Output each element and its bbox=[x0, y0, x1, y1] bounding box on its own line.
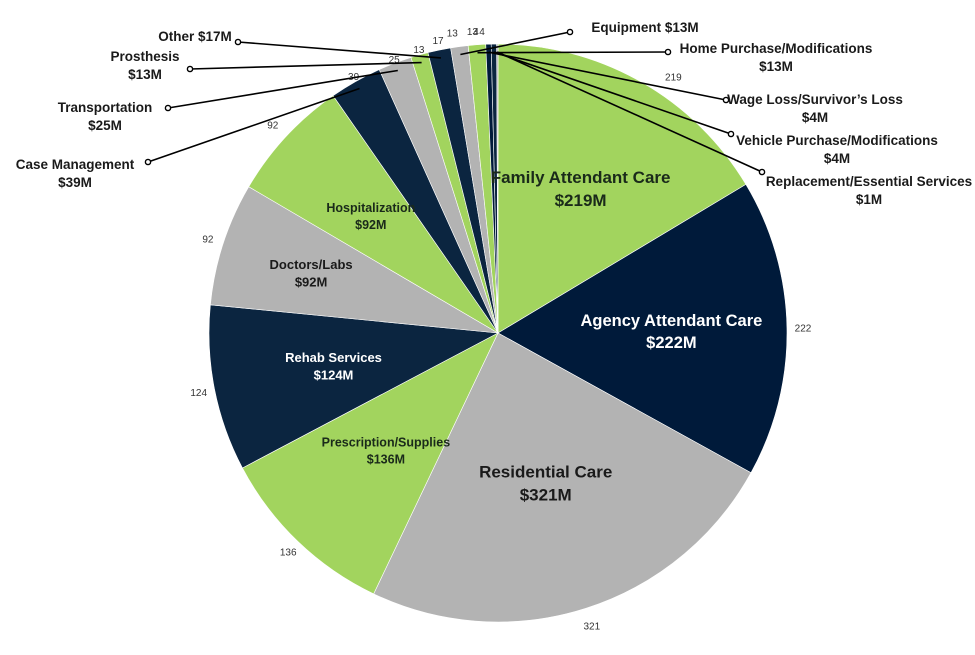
callout-label-other: Other $17M bbox=[158, 29, 232, 44]
leader-line-wage-loss-survivor-s-loss bbox=[488, 51, 727, 101]
inside-label-agency-attendant-care: Agency Attendant Care $222M bbox=[580, 312, 762, 352]
value-tick-wage-loss-survivor-s-loss: 4 bbox=[479, 27, 485, 38]
inside-label-residential-care: Residential Care $321M bbox=[479, 462, 612, 504]
leader-dot-wage-loss-survivor-s-loss bbox=[722, 96, 730, 104]
callout-label-prosthesis: Prosthesis $13M bbox=[110, 49, 179, 82]
leader-dot-home-purchase-modifications bbox=[664, 48, 672, 56]
inside-label-prescription-supplies: Prescription/Supplies $136M bbox=[322, 436, 451, 467]
pie-slice-prescription-supplies bbox=[242, 332, 499, 595]
inside-label-rehab-services: Rehab Services $124M bbox=[285, 350, 382, 383]
leader-line-vehicle-purchase-modifications bbox=[493, 51, 732, 135]
callout-label-equipment: Equipment $13M bbox=[591, 20, 698, 35]
callout-label-transportation: Transportation $25M bbox=[58, 100, 153, 133]
leader-dot-equipment bbox=[566, 28, 574, 36]
inside-label-hospitalization: Hospitalization $92M bbox=[326, 201, 415, 232]
value-tick-home-purchase-modifications: 13 bbox=[467, 27, 479, 38]
pie-slice-doctors-labs bbox=[210, 186, 499, 334]
value-tick-other: 17 bbox=[432, 36, 444, 47]
leader-dot-other bbox=[234, 38, 242, 46]
callout-label-replacement-essential-services: Replacement/Essential Services $1M bbox=[766, 174, 972, 207]
value-tick-agency-attendant-care: 222 bbox=[795, 324, 812, 335]
pie-slice-family-attendant-care bbox=[497, 43, 747, 334]
pie-slice-hospitalization bbox=[248, 95, 499, 334]
value-tick-family-attendant-care: 219 bbox=[665, 72, 682, 83]
value-tick-hospitalization: 92 bbox=[267, 120, 279, 131]
leader-line-prosthesis bbox=[189, 61, 422, 70]
value-tick-transportation: 25 bbox=[389, 55, 401, 66]
value-tick-vehicle-purchase-modifications: 4 bbox=[473, 27, 479, 38]
pie-slice-rehab-services bbox=[208, 304, 500, 469]
leader-dot-case-management bbox=[144, 158, 152, 166]
pie-slice-agency-attendant-care bbox=[497, 183, 788, 474]
leader-dot-prosthesis bbox=[186, 65, 194, 73]
leader-dot-transportation bbox=[164, 104, 172, 112]
leader-dot-replacement-essential-services bbox=[758, 168, 766, 176]
value-tick-prosthesis: 13 bbox=[413, 45, 425, 56]
leader-line-equipment bbox=[460, 31, 571, 56]
value-tick-doctors-labs: 92 bbox=[202, 235, 214, 246]
callout-label-case-management: Case Management $39M bbox=[16, 157, 135, 190]
leader-line-other bbox=[237, 41, 441, 59]
pie-slice-replacement-essential-services bbox=[496, 43, 499, 334]
leader-line-transportation bbox=[167, 69, 398, 109]
callout-label-home-purchase-modifications: Home Purchase/Modifications $13M bbox=[680, 41, 873, 74]
callout-label-wage-loss-survivor-s-loss: Wage Loss/Survivor’s Loss $4M bbox=[727, 92, 903, 125]
leader-line-replacement-essential-services bbox=[496, 51, 763, 173]
leader-line-case-management bbox=[147, 87, 360, 163]
inside-label-family-attendant-care: Family Attendant Care $219M bbox=[491, 168, 671, 210]
value-tick-prescription-supplies: 136 bbox=[280, 548, 297, 559]
callout-label-vehicle-purchase-modifications: Vehicle Purchase/Modifications $4M bbox=[736, 133, 938, 166]
leader-line-home-purchase-modifications bbox=[477, 51, 669, 54]
value-tick-equipment: 13 bbox=[447, 29, 459, 40]
leader-dot-vehicle-purchase-modifications bbox=[727, 130, 735, 138]
value-tick-rehab-services: 124 bbox=[190, 388, 207, 399]
pie-slice-residential-care bbox=[373, 332, 752, 623]
inside-label-doctors-labs: Doctors/Labs $92M bbox=[270, 257, 353, 290]
value-tick-residential-care: 321 bbox=[583, 621, 600, 632]
